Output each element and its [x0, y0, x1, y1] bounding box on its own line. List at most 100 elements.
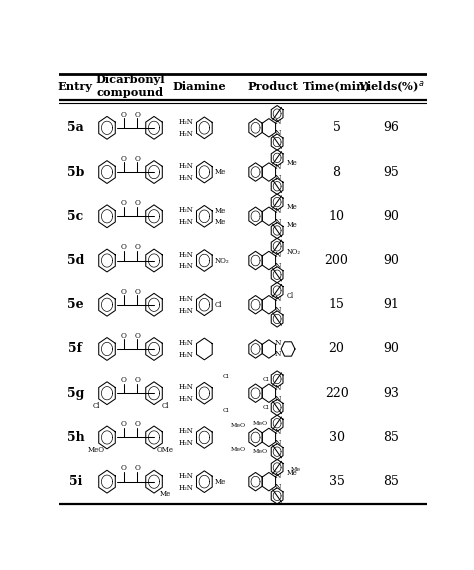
Text: H₂N: H₂N: [179, 295, 193, 303]
Text: N: N: [274, 394, 281, 402]
Text: N: N: [274, 162, 281, 170]
Text: NO₂: NO₂: [287, 247, 301, 255]
Text: O: O: [135, 376, 140, 384]
Text: O: O: [135, 287, 140, 295]
Text: N: N: [274, 384, 281, 392]
Text: N: N: [274, 483, 281, 491]
Text: Entry: Entry: [58, 81, 93, 92]
Text: MeO: MeO: [253, 449, 268, 454]
Text: N: N: [274, 262, 281, 270]
Text: 5g: 5g: [67, 386, 84, 400]
Text: 5i: 5i: [69, 475, 82, 488]
Text: H₂N: H₂N: [179, 118, 193, 126]
Text: MeO: MeO: [253, 421, 268, 426]
Text: N: N: [274, 439, 281, 447]
Text: O: O: [120, 420, 127, 428]
Text: H₂N: H₂N: [179, 483, 193, 492]
Text: 220: 220: [325, 386, 348, 400]
Text: 85: 85: [383, 475, 399, 488]
Text: 5b: 5b: [67, 165, 84, 178]
Text: 95: 95: [383, 165, 399, 178]
Text: H₂N: H₂N: [179, 130, 193, 138]
Text: Me: Me: [159, 490, 171, 498]
Text: 90: 90: [383, 254, 399, 267]
Text: O: O: [120, 376, 127, 384]
Text: 5c: 5c: [67, 210, 83, 223]
Text: Cl: Cl: [161, 402, 169, 410]
Text: 96: 96: [383, 121, 399, 135]
Text: H₂N: H₂N: [179, 395, 193, 403]
Text: O: O: [120, 243, 127, 251]
Text: N: N: [274, 428, 281, 436]
Text: O: O: [135, 111, 140, 119]
Text: Me: Me: [214, 207, 226, 215]
Text: N: N: [274, 119, 281, 127]
Text: Me: Me: [287, 469, 297, 477]
Text: H₂N: H₂N: [179, 383, 193, 391]
Text: 5h: 5h: [66, 431, 84, 444]
Text: N: N: [274, 472, 281, 480]
Text: O: O: [120, 155, 127, 163]
Text: 91: 91: [383, 298, 399, 311]
Text: O: O: [120, 199, 127, 207]
Text: N: N: [274, 295, 281, 303]
Text: O: O: [135, 420, 140, 428]
Text: Me: Me: [215, 478, 227, 486]
Text: H₂N: H₂N: [179, 162, 193, 170]
Text: Me: Me: [215, 168, 227, 176]
Text: Cl: Cl: [223, 408, 230, 413]
Text: N: N: [274, 340, 281, 348]
Text: O: O: [135, 332, 140, 340]
Text: O: O: [135, 155, 140, 163]
Text: Yields(%)$^a$: Yields(%)$^a$: [357, 79, 424, 93]
Text: H₂N: H₂N: [179, 472, 193, 480]
Text: Cl: Cl: [262, 377, 269, 381]
Text: N: N: [274, 218, 281, 226]
Text: NO₂: NO₂: [215, 256, 229, 264]
Text: Cl: Cl: [287, 292, 294, 300]
Text: 85: 85: [383, 431, 399, 444]
Text: N: N: [274, 306, 281, 314]
Text: 10: 10: [328, 210, 345, 223]
Text: N: N: [274, 129, 281, 137]
Text: N: N: [274, 173, 281, 181]
Text: 35: 35: [328, 475, 345, 488]
Text: 15: 15: [328, 298, 345, 311]
Text: Cl: Cl: [223, 374, 230, 379]
Text: 5e: 5e: [67, 298, 84, 311]
Text: H₂N: H₂N: [179, 339, 193, 347]
Text: 5f: 5f: [68, 343, 82, 356]
Text: H₂N: H₂N: [179, 428, 193, 435]
Text: 20: 20: [328, 343, 345, 356]
Text: H₂N: H₂N: [179, 351, 193, 359]
Text: O: O: [120, 287, 127, 295]
Text: N: N: [274, 207, 281, 215]
Text: MeO: MeO: [231, 422, 246, 428]
Text: OMe: OMe: [156, 446, 173, 454]
Text: 8: 8: [333, 165, 341, 178]
Text: Diamine: Diamine: [172, 81, 226, 92]
Text: 90: 90: [383, 210, 399, 223]
Text: 90: 90: [383, 343, 399, 356]
Text: Cl: Cl: [214, 301, 222, 309]
Text: Me: Me: [214, 218, 226, 226]
Text: O: O: [120, 465, 127, 473]
Text: N: N: [274, 351, 281, 359]
Text: O: O: [135, 243, 140, 251]
Text: O: O: [120, 111, 127, 119]
Text: H₂N: H₂N: [179, 307, 193, 315]
Text: 5d: 5d: [67, 254, 84, 267]
Text: Product: Product: [248, 81, 299, 92]
Text: Cl: Cl: [92, 402, 100, 410]
Text: H₂N: H₂N: [179, 218, 193, 226]
Text: MeO: MeO: [88, 446, 104, 454]
Text: 5: 5: [333, 121, 340, 135]
Text: 93: 93: [383, 386, 399, 400]
Text: H₂N: H₂N: [179, 174, 193, 182]
Text: O: O: [135, 199, 140, 207]
Text: O: O: [135, 465, 140, 473]
Text: Cl: Cl: [262, 405, 269, 410]
Text: Me: Me: [287, 221, 297, 229]
Text: H₂N: H₂N: [179, 439, 193, 447]
Text: 30: 30: [328, 431, 345, 444]
